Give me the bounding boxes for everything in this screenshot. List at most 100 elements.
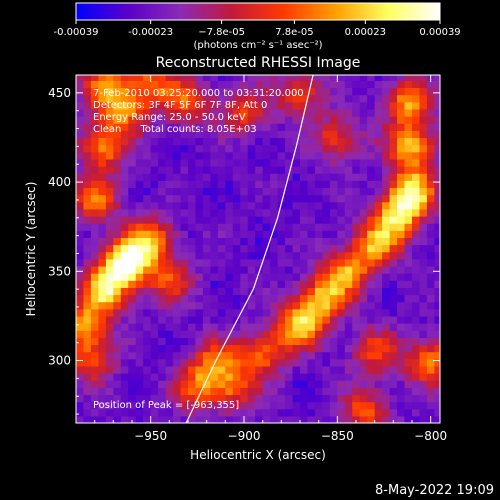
- heatmap-cell: [285, 358, 294, 367]
- heatmap-cell: [98, 315, 107, 324]
- heatmap-cell: [120, 351, 129, 360]
- heatmap-cell: [158, 287, 167, 296]
- heatmap-cell: [150, 294, 159, 303]
- heatmap-cell: [98, 215, 107, 224]
- heatmap-cell: [412, 223, 421, 231]
- heatmap-cell: [225, 373, 234, 381]
- heatmap-cell: [426, 358, 435, 367]
- heatmap-cell: [105, 265, 114, 274]
- heatmap-cell: [232, 130, 241, 139]
- heatmap-cell: [76, 401, 85, 410]
- heatmap-cell: [344, 116, 353, 124]
- heatmap-cell: [76, 344, 85, 353]
- heatmap-cell: [247, 280, 256, 288]
- heatmap-cell: [367, 344, 376, 353]
- heatmap-cell: [128, 273, 137, 281]
- heatmap-cell: [344, 373, 353, 381]
- heatmap-cell: [240, 80, 249, 89]
- heatmap-cell: [322, 208, 331, 217]
- heatmap-cell: [344, 180, 353, 189]
- heatmap-cell: [277, 337, 286, 346]
- heatmap-cell: [240, 87, 249, 96]
- heatmap-cell: [240, 394, 249, 403]
- heatmap-cell: [419, 194, 428, 203]
- heatmap-cell: [143, 280, 152, 288]
- heatmap-cell: [128, 223, 137, 231]
- heatmap-cell: [135, 280, 144, 288]
- heatmap-cell: [307, 166, 316, 174]
- heatmap-cell: [76, 280, 85, 288]
- heatmap-cell: [344, 265, 353, 274]
- heatmap-cell: [285, 166, 294, 174]
- heatmap-cell: [412, 315, 421, 324]
- heatmap-cell: [232, 308, 241, 317]
- heatmap-cell: [217, 273, 226, 281]
- heatmap-cell: [285, 75, 294, 81]
- heatmap-cell: [344, 308, 353, 317]
- annotation-clean-counts: Clean Total counts: 8.05E+03: [93, 124, 257, 135]
- heatmap-cell: [165, 387, 174, 396]
- heatmap-cell: [247, 358, 256, 367]
- heatmap-cell: [277, 173, 286, 181]
- heatmap-cell: [120, 130, 129, 139]
- heatmap-cell: [374, 408, 383, 417]
- heatmap-cell: [397, 373, 406, 381]
- heatmap-cell: [412, 244, 421, 253]
- heatmap-cell: [150, 301, 159, 310]
- heatmap-cell: [367, 75, 376, 81]
- heatmap-cell: [255, 158, 264, 167]
- heatmap-cell: [113, 273, 122, 281]
- heatmap-cell: [382, 75, 391, 81]
- heatmap-cell: [195, 387, 204, 396]
- heatmap-cell: [367, 315, 376, 324]
- heatmap-cell: [337, 94, 346, 103]
- heatmap-cell: [217, 380, 226, 388]
- heatmap-cell: [262, 166, 271, 174]
- heatmap-cell: [217, 201, 226, 210]
- heatmap-cell: [143, 251, 152, 260]
- heatmap-cell: [158, 130, 167, 139]
- heatmap-cell: [374, 380, 383, 388]
- heatmap-cell: [307, 130, 316, 139]
- heatmap-cell: [83, 351, 92, 360]
- heatmap-cell: [195, 394, 204, 403]
- heatmap-cell: [128, 365, 137, 374]
- heatmap-cell: [240, 180, 249, 189]
- heatmap-cell: [404, 280, 413, 288]
- heatmap-cell: [337, 158, 346, 167]
- heatmap-cell: [359, 380, 368, 388]
- heatmap-cell: [344, 337, 353, 346]
- heatmap-cell: [150, 101, 159, 110]
- heatmap-cell: [426, 244, 435, 253]
- heatmap-cell: [277, 123, 286, 131]
- heatmap-cell: [285, 101, 294, 110]
- heatmap-cell: [374, 373, 383, 381]
- heatmap-cell: [128, 101, 137, 110]
- heatmap-cell: [225, 194, 234, 203]
- heatmap-cell: [300, 144, 309, 153]
- heatmap-cell: [120, 315, 129, 324]
- heatmap-cell: [426, 144, 435, 153]
- heatmap-cell: [359, 287, 368, 296]
- heatmap-cell: [232, 287, 241, 296]
- heatmap-cell: [255, 415, 264, 423]
- heatmap-cell: [300, 94, 309, 103]
- heatmap-cell: [307, 108, 316, 117]
- heatmap-cell: [374, 237, 383, 246]
- heatmap-cell: [300, 244, 309, 253]
- heatmap-cell: [150, 358, 159, 367]
- heatmap-cell: [255, 337, 264, 346]
- heatmap-cell: [128, 94, 137, 103]
- heatmap-cell: [262, 87, 271, 96]
- heatmap-cell: [83, 330, 92, 338]
- heatmap-cell: [404, 94, 413, 103]
- x-tick-label: −850: [321, 429, 354, 443]
- heatmap-cell: [262, 258, 271, 267]
- heatmap-cell: [389, 337, 398, 346]
- heatmap-cell: [344, 351, 353, 360]
- heatmap-cell: [247, 330, 256, 338]
- heatmap-cell: [210, 223, 219, 231]
- heatmap-cell: [210, 80, 219, 89]
- heatmap-cell: [397, 265, 406, 274]
- heatmap-cell: [143, 230, 152, 238]
